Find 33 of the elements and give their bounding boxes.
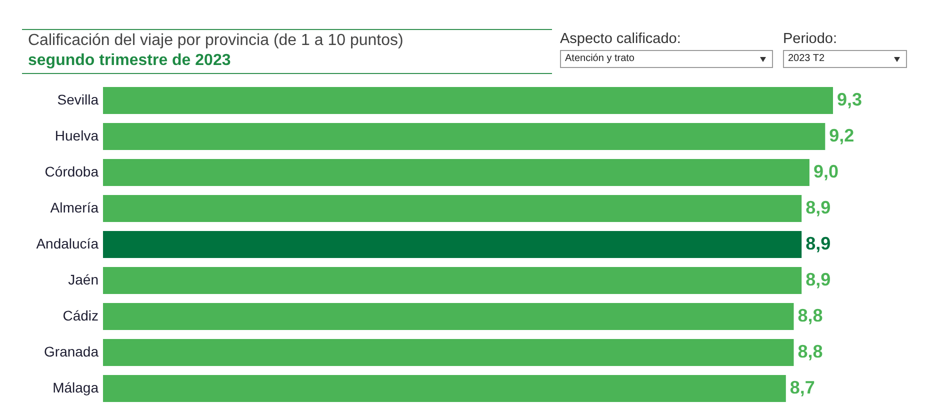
dropdown: Atención y trato [560,50,773,68]
y-tick-label: Granada [44,344,99,360]
y-tick-label: Jaén [68,272,98,288]
bar [103,339,794,366]
y-tick-label: Málaga [52,380,99,396]
bar [103,123,826,150]
chart-subtitle: segundo trimestre de 2023 [28,51,232,71]
bar [103,375,786,402]
dropdown: 2023 T2 [783,50,907,68]
data-label: 9,3 [837,90,862,110]
text: Periodo: [783,31,838,48]
bar [103,195,802,222]
bar [103,231,802,258]
data-label: 8,8 [798,306,823,326]
data-label: 8,7 [790,378,815,398]
data-label: 8,9 [806,198,831,218]
y-tick-label: Cádiz [62,308,98,324]
y-tick-label: Córdoba [44,164,99,180]
chart-title: Calificación del viaje por provincia (de 1 a 10 puntos) [28,31,404,51]
bar [103,303,794,330]
y-tick-label: Huelva [54,128,99,144]
data-label: 8,9 [806,234,831,254]
data-label: 8,9 [806,270,831,290]
data-label: 8,8 [798,342,823,362]
y-tick-label: Almería [50,200,99,216]
bar [103,159,810,186]
y-tick-label: Andalucía [36,236,99,252]
bar [103,267,802,294]
data-label: 9,0 [813,162,838,182]
y-tick-label: Sevilla [57,92,99,108]
text: Aspecto calificado: [560,31,682,48]
data-label: 9,2 [829,126,854,146]
bar [103,87,833,114]
